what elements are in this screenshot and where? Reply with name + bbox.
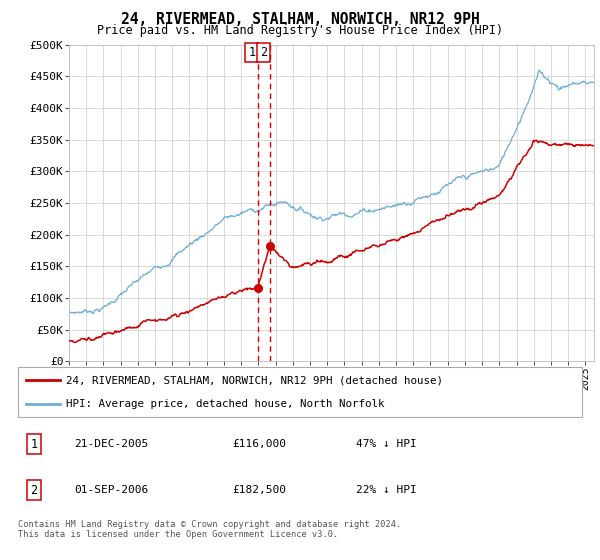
Text: £182,500: £182,500 — [232, 486, 286, 495]
Text: 01-SEP-2006: 01-SEP-2006 — [74, 486, 149, 495]
Text: 22% ↓ HPI: 22% ↓ HPI — [356, 486, 417, 495]
Text: 2: 2 — [30, 484, 37, 497]
Text: 24, RIVERMEAD, STALHAM, NORWICH, NR12 9PH: 24, RIVERMEAD, STALHAM, NORWICH, NR12 9P… — [121, 12, 479, 27]
Text: 47% ↓ HPI: 47% ↓ HPI — [356, 439, 417, 449]
Text: 24, RIVERMEAD, STALHAM, NORWICH, NR12 9PH (detached house): 24, RIVERMEAD, STALHAM, NORWICH, NR12 9P… — [66, 375, 443, 385]
Text: Contains HM Land Registry data © Crown copyright and database right 2024.
This d: Contains HM Land Registry data © Crown c… — [18, 520, 401, 539]
Text: HPI: Average price, detached house, North Norfolk: HPI: Average price, detached house, Nort… — [66, 399, 385, 409]
Text: 1: 1 — [30, 438, 37, 451]
Text: Price paid vs. HM Land Registry's House Price Index (HPI): Price paid vs. HM Land Registry's House … — [97, 24, 503, 36]
Text: 1: 1 — [248, 46, 256, 59]
Text: 21-DEC-2005: 21-DEC-2005 — [74, 439, 149, 449]
Text: £116,000: £116,000 — [232, 439, 286, 449]
Text: 2: 2 — [260, 46, 268, 59]
